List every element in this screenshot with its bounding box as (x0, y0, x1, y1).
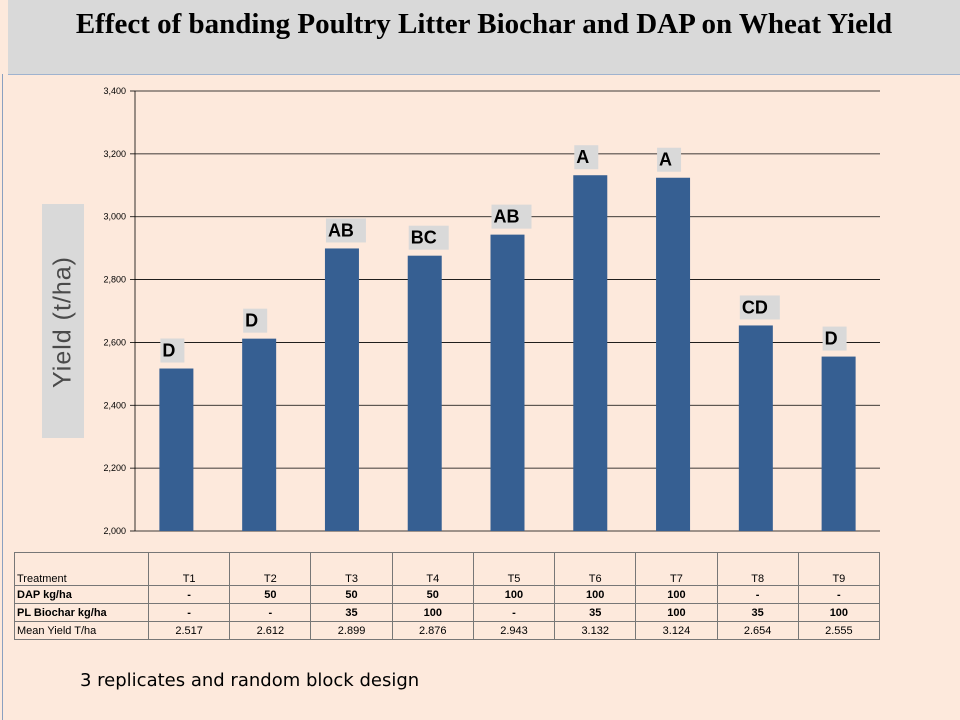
y-tick-label: 2,600 (103, 337, 126, 347)
y-tick-label: 3,000 (103, 212, 126, 222)
table-cell: T9 (797, 552, 881, 586)
table-cell: T1 (147, 552, 231, 586)
significance-letter: D (245, 311, 258, 331)
significance-letter-background (822, 326, 847, 351)
table-cell: 2.876 (391, 621, 474, 640)
significance-letter: D (162, 341, 175, 361)
bar (242, 338, 277, 531)
table-cell: 100 (391, 603, 474, 622)
y-tick-label: 3,200 (103, 149, 126, 159)
significance-letter-background (243, 308, 268, 333)
table-cell: 50 (391, 585, 474, 604)
title-bar: Effect of banding Poultry Litter Biochar… (8, 0, 960, 75)
bar (821, 356, 856, 531)
table-row: DAP kg/ha -50 50 50 100 100 100- - (14, 585, 881, 604)
table-cell: 2.654 (716, 621, 799, 640)
significance-letter-background (574, 145, 599, 170)
table-cell: 35 (310, 603, 393, 622)
table-cell: 35 (716, 603, 799, 622)
table-cell: T8 (716, 552, 799, 586)
table-row-header: PL Biochar kg/ha (14, 603, 149, 622)
table-cell: 3.132 (554, 621, 637, 640)
table-cell: T7 (635, 552, 718, 586)
table-cell: 2.555 (797, 621, 881, 640)
significance-letter-background (739, 295, 780, 320)
table-cell: 2.517 (147, 621, 231, 640)
table-cell: - (147, 585, 231, 604)
table-header-row: Treatment T1 T2 T3 T4 T5 T6 T7 T8 T9 (14, 552, 881, 586)
table-cell: T5 (472, 552, 556, 586)
y-tick-label: 2,400 (103, 400, 126, 410)
table-cell: 100 (635, 585, 718, 604)
table-cell: 100 (472, 585, 556, 604)
bar (407, 255, 442, 531)
table-cell: 35 (554, 603, 637, 622)
y-tick-label: 3,400 (103, 86, 126, 96)
table-cell: 50 (229, 585, 312, 604)
table-cell: 2.943 (472, 621, 556, 640)
table-cell: T6 (554, 552, 637, 586)
table-cell: 50 (310, 585, 393, 604)
significance-letter: AB (494, 207, 520, 227)
table-cell: - (229, 603, 312, 622)
table-cell: - (147, 603, 231, 622)
table-cell: - (472, 603, 556, 622)
significance-letter: A (576, 147, 589, 167)
significance-letter-background (657, 147, 682, 172)
significance-letter: D (825, 329, 838, 349)
table-cell: T4 (391, 552, 474, 586)
table-cell: - (797, 585, 881, 604)
significance-letter-background (408, 225, 449, 250)
bar (490, 234, 525, 531)
table-row: Mean Yield T/ha 2.517 2.612 2.899 2.876 2.943… (14, 621, 881, 640)
significance-letter: BC (411, 228, 437, 248)
table-cell: T3 (310, 552, 393, 586)
y-tick-label: 2,200 (103, 463, 126, 473)
table-cell: 2.899 (310, 621, 393, 640)
table-row: PL Biochar kg/ha - -35 100-35 100 35 100 (14, 603, 881, 622)
bar (159, 368, 194, 531)
bar-chart: 2,000 2,200 2,400 2,600 2,800 3,000 3,200 3,400… (103, 86, 880, 536)
bar (573, 175, 608, 531)
table-cell: - (716, 585, 799, 604)
y-tick-label: 2,800 (103, 275, 126, 285)
table-row-header: Treatment (14, 552, 149, 586)
table-cell: 100 (554, 585, 637, 604)
table-cell: 3.124 (635, 621, 718, 640)
slide-title: Effect of banding Poultry Litter Biochar… (75, 8, 893, 40)
table-cell: 2.612 (229, 621, 312, 640)
significance-letter: AB (328, 220, 354, 240)
table-cell: 100 (797, 603, 881, 622)
significance-letter: A (659, 150, 672, 170)
y-axis-label-background (42, 204, 84, 438)
y-tick-label: 2,000 (103, 526, 126, 536)
left-rule (2, 74, 3, 720)
table-row-header: DAP kg/ha (14, 585, 149, 604)
significance-letter-background (160, 338, 185, 363)
significance-letter-background (491, 204, 532, 229)
significance-letter-background (325, 218, 366, 243)
bar (656, 177, 691, 531)
table-cell: 100 (635, 603, 718, 622)
bar (324, 248, 359, 531)
treatment-table: Treatment T1 T2 T3 T4 T5 T6 T7 T8 T9 DAP kg/ha -50 5… (14, 552, 881, 640)
table-row-header: Mean Yield T/ha (14, 621, 149, 640)
design-note: 3 replicates and random block design (80, 670, 420, 691)
significance-letter: CD (742, 297, 768, 317)
table-cell: T2 (229, 552, 312, 586)
bar (738, 325, 773, 531)
